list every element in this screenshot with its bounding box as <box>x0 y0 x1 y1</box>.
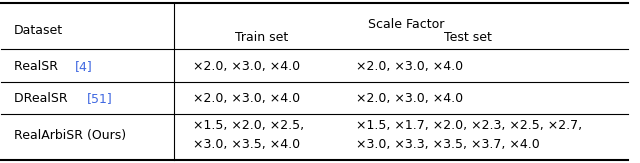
Text: ×2.0, ×3.0, ×4.0: ×2.0, ×3.0, ×4.0 <box>356 60 463 73</box>
Text: RealSR: RealSR <box>14 60 62 73</box>
Text: ×1.5, ×1.7, ×2.0, ×2.3, ×2.5, ×2.7,
×3.0, ×3.3, ×3.5, ×3.7, ×4.0: ×1.5, ×1.7, ×2.0, ×2.3, ×2.5, ×2.7, ×3.0… <box>356 119 582 151</box>
Text: ×2.0, ×3.0, ×4.0: ×2.0, ×3.0, ×4.0 <box>193 60 300 73</box>
Text: Dataset: Dataset <box>14 24 63 37</box>
Text: Train set: Train set <box>235 31 288 44</box>
Text: ×2.0, ×3.0, ×4.0: ×2.0, ×3.0, ×4.0 <box>356 92 463 105</box>
Text: [4]: [4] <box>75 60 92 73</box>
Text: Scale Factor: Scale Factor <box>367 18 444 31</box>
Text: DRealSR: DRealSR <box>14 92 72 105</box>
Text: ×2.0, ×3.0, ×4.0: ×2.0, ×3.0, ×4.0 <box>193 92 300 105</box>
Text: Test set: Test set <box>444 31 492 44</box>
Text: ×1.5, ×2.0, ×2.5,
×3.0, ×3.5, ×4.0: ×1.5, ×2.0, ×2.5, ×3.0, ×3.5, ×4.0 <box>193 119 304 151</box>
Text: RealArbiSR (Ours): RealArbiSR (Ours) <box>14 129 126 142</box>
Text: [51]: [51] <box>87 92 113 105</box>
